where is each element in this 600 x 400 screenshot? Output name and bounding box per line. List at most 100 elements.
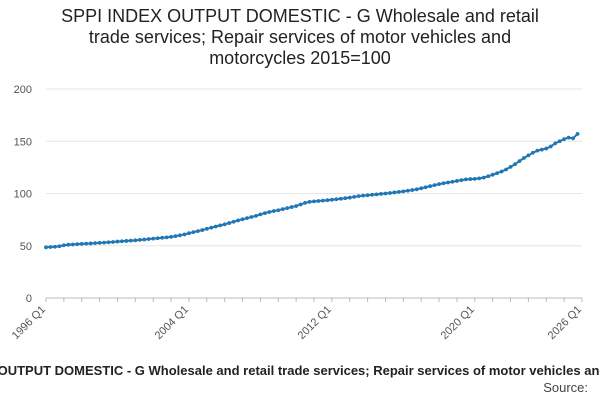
data-point-3: [57, 244, 62, 249]
data-point-44: [240, 217, 245, 222]
data-point-22: [142, 237, 147, 242]
data-point-25: [155, 236, 160, 241]
data-point-81: [405, 188, 410, 193]
legend: SPPI INDEX OUTPUT DOMESTIC - G Wholesale…: [0, 361, 600, 381]
data-point-70: [356, 194, 361, 199]
data-point-31: [182, 232, 187, 237]
data-point-83: [414, 187, 419, 192]
data-point-78: [392, 190, 397, 195]
data-point-20: [133, 238, 138, 243]
data-point-16: [115, 239, 120, 244]
data-point-2: [53, 244, 57, 249]
x-tick-label-3: 2020 Q1: [439, 304, 477, 342]
data-point-79: [396, 190, 401, 194]
data-point-107: [522, 156, 526, 160]
y-tick-label-100: 100: [14, 189, 32, 201]
data-point-117: [566, 135, 571, 140]
data-point-60: [312, 199, 316, 204]
data-point-64: [329, 197, 334, 202]
y-tick-label-150: 150: [14, 136, 32, 148]
data-point-69: [352, 194, 357, 199]
data-point-119: [575, 132, 580, 136]
chart-title-line-2: trade services; Repair services of motor…: [88, 27, 512, 47]
data-point-114: [553, 141, 558, 146]
data-point-12: [97, 240, 102, 245]
data-point-108: [526, 153, 531, 158]
x-tick-label-0: 1996 Q1: [10, 304, 48, 342]
data-point-71: [361, 193, 366, 198]
data-point-36: [204, 226, 209, 231]
data-point-9: [84, 241, 89, 246]
data-point-72: [365, 193, 370, 198]
data-point-28: [169, 234, 173, 239]
data-point-85: [423, 185, 428, 190]
data-point-63: [325, 198, 330, 203]
data-point-5: [66, 242, 71, 247]
data-point-55: [289, 205, 294, 209]
data-point-27: [164, 235, 169, 240]
data-point-40: [222, 222, 227, 227]
data-point-6: [70, 242, 75, 247]
data-point-82: [410, 188, 415, 192]
data-point-65: [334, 197, 339, 202]
data-point-80: [401, 189, 406, 194]
data-point-23: [146, 237, 151, 241]
data-point-74: [374, 192, 379, 197]
data-point-101: [495, 171, 500, 176]
data-point-62: [321, 198, 325, 203]
source-label: Source:: [543, 380, 588, 395]
data-point-47: [254, 213, 258, 218]
data-point-61: [316, 199, 321, 203]
data-point-90: [446, 180, 450, 185]
data-point-21: [137, 238, 142, 242]
data-point-51: [271, 209, 276, 213]
data-point-116: [562, 137, 567, 142]
data-point-11: [93, 241, 98, 246]
data-point-91: [450, 179, 455, 184]
series-line-0: [45, 133, 579, 249]
data-point-0: [44, 245, 48, 250]
data-point-110: [535, 148, 540, 153]
data-point-111: [539, 147, 544, 152]
data-point-76: [383, 191, 388, 196]
data-point-94: [463, 177, 468, 182]
plot-area: [44, 132, 580, 250]
x-tick-label-2: 2012 Q1: [296, 304, 334, 342]
data-point-95: [468, 177, 473, 181]
data-point-109: [530, 150, 535, 155]
data-point-66: [338, 196, 343, 201]
data-point-68: [347, 195, 352, 200]
data-point-73: [370, 192, 374, 197]
data-point-1: [48, 245, 53, 249]
data-point-30: [178, 233, 182, 238]
data-point-7: [75, 242, 80, 247]
data-point-43: [236, 218, 240, 223]
data-point-113: [548, 144, 553, 149]
y-tick-label-200: 200: [14, 84, 32, 96]
data-point-39: [218, 223, 223, 228]
data-point-42: [231, 219, 236, 224]
data-point-98: [481, 175, 486, 180]
data-point-88: [437, 182, 441, 186]
data-point-100: [490, 172, 495, 177]
data-point-59: [307, 199, 312, 204]
data-point-50: [267, 210, 272, 214]
data-point-54: [285, 206, 290, 211]
data-point-33: [191, 230, 196, 235]
data-point-86: [428, 184, 433, 189]
data-point-4: [61, 243, 66, 248]
data-point-14: [106, 240, 111, 245]
data-point-52: [276, 208, 281, 213]
data-point-18: [124, 239, 129, 243]
data-point-93: [459, 178, 464, 183]
data-point-34: [195, 229, 200, 234]
data-point-75: [379, 192, 383, 196]
chart-title-line-3: motorcycles 2015=100: [209, 48, 391, 68]
x-axis: 1996 Q1 2004 Q1 2012 Q1 2020 Q1 2026 Q1: [10, 297, 584, 342]
data-point-84: [419, 186, 424, 191]
x-tick-label-4: 2026 Q1: [546, 304, 584, 342]
data-point-89: [441, 181, 446, 186]
y-tick-label-50: 50: [20, 241, 32, 253]
data-point-97: [477, 176, 482, 181]
